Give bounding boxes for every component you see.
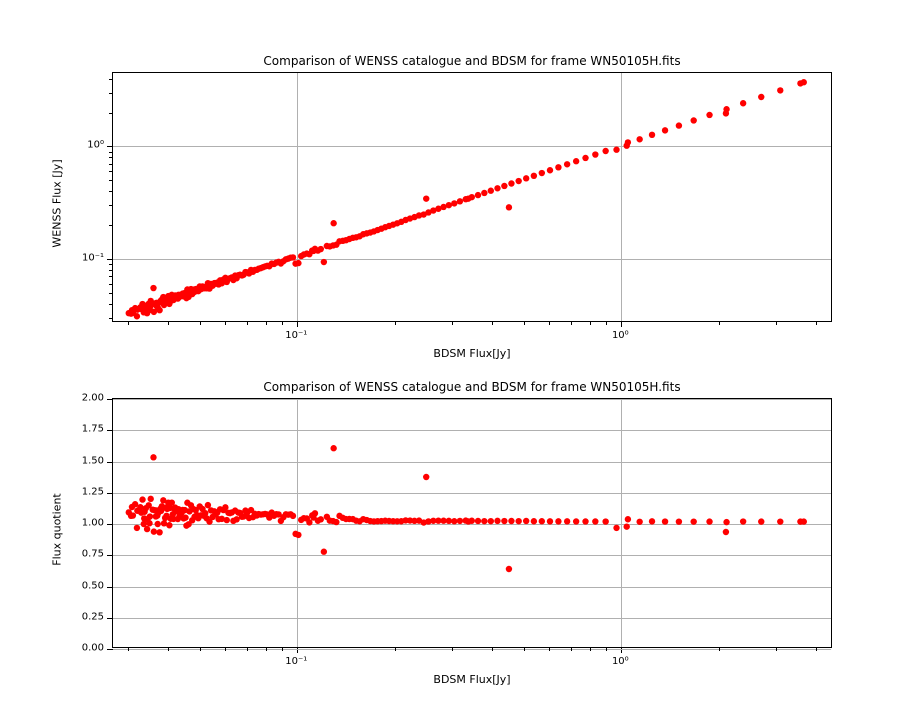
y-tick-label: 0.00 xyxy=(82,643,104,654)
y-tick-label: 2.00 xyxy=(82,393,104,404)
bottom-panel-title: Comparison of WENSS catalogue and BDSM f… xyxy=(263,380,680,394)
scatter-points xyxy=(113,399,833,649)
y-tick-label: 10⁻¹ xyxy=(82,253,104,264)
y-tick-label: 1.50 xyxy=(82,455,104,466)
y-tick-label: 0.75 xyxy=(82,549,104,560)
x-tick-label: 10⁻¹ xyxy=(285,656,307,667)
y-tick-label: 0.25 xyxy=(82,611,104,622)
scatter-panel-top xyxy=(112,72,832,322)
bottom-y-axis-label: Flux quotient xyxy=(51,493,64,565)
y-tick-label: 1.25 xyxy=(82,486,104,497)
y-tick-label: 1.00 xyxy=(82,518,104,529)
bottom-x-axis-label: BDSM Flux[Jy] xyxy=(433,673,510,686)
figure: Comparison of WENSS catalogue and BDSM f… xyxy=(0,0,900,720)
x-tick-label: 10⁻¹ xyxy=(285,330,307,341)
top-y-axis-label: WENSS Flux [Jy] xyxy=(51,159,64,247)
scatter-panel-bottom xyxy=(112,398,832,648)
scatter-points xyxy=(113,73,833,323)
x-tick-label: 10⁰ xyxy=(612,656,629,667)
top-panel-title: Comparison of WENSS catalogue and BDSM f… xyxy=(263,54,680,68)
y-tick-label: 0.50 xyxy=(82,580,104,591)
y-tick-label: 10⁰ xyxy=(87,140,104,151)
x-tick-label: 10⁰ xyxy=(612,330,629,341)
top-x-axis-label: BDSM Flux[Jy] xyxy=(433,347,510,360)
y-tick-label: 1.75 xyxy=(82,424,104,435)
